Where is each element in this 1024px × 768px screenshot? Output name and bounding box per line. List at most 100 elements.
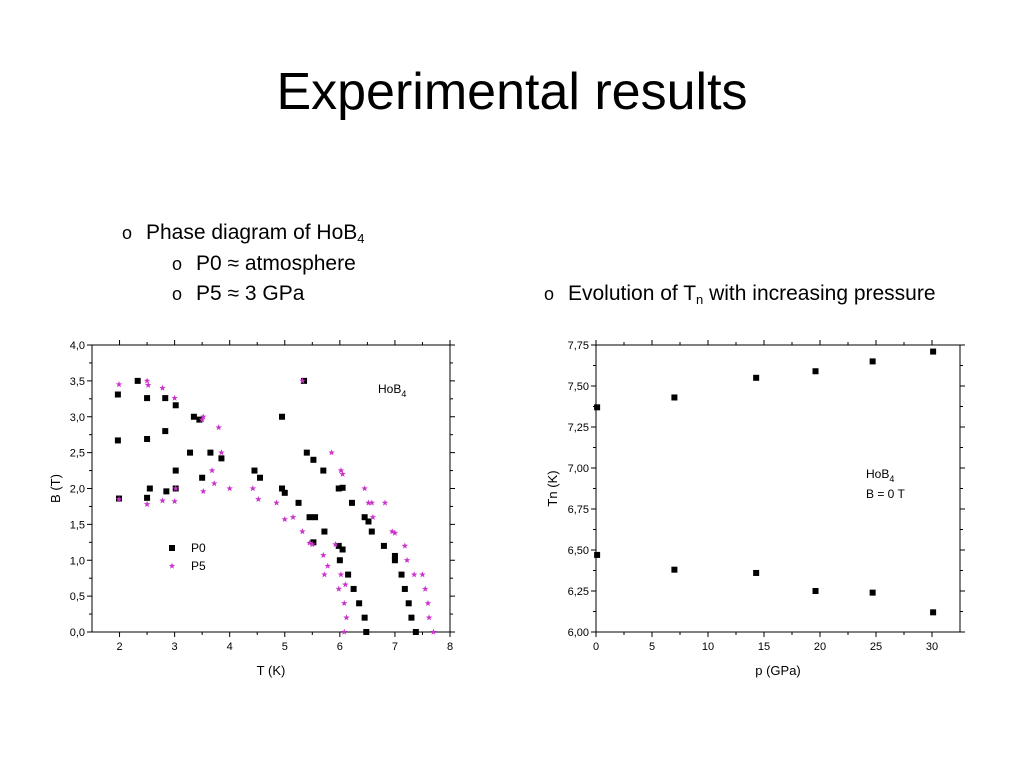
data-point (143, 377, 151, 384)
data-point (190, 413, 197, 420)
data-point (144, 494, 151, 501)
y-axis-label: B (T) (48, 474, 63, 503)
data-point (198, 416, 206, 423)
data-point (249, 485, 257, 492)
data-point (332, 541, 339, 548)
data-point (215, 424, 222, 431)
y-tick-label: 7,25 (568, 422, 589, 434)
data-point (172, 402, 179, 409)
data-point (365, 499, 372, 506)
data-point (255, 495, 262, 503)
data-point (753, 569, 760, 576)
data-point (163, 488, 170, 495)
y-tick-label: 4,0 (70, 340, 85, 352)
data-point (930, 609, 937, 616)
data-point (273, 499, 280, 506)
series-upper (594, 348, 937, 411)
data-point (391, 529, 399, 536)
data-point (350, 585, 357, 592)
data-point (134, 377, 141, 384)
y-tick-label: 1,0 (70, 555, 85, 567)
data-point (398, 571, 405, 578)
y-tick-label: 0,0 (70, 627, 85, 639)
data-point (356, 600, 363, 607)
data-point (403, 556, 411, 563)
data-point (310, 456, 317, 463)
data-point (337, 571, 345, 578)
x-tick-label: 4 (227, 641, 233, 653)
bullet-p5-text: P5 ≈ 3 GPa (196, 282, 305, 305)
data-point (342, 581, 349, 588)
y-tick-label: 0,5 (70, 591, 85, 603)
data-point (207, 449, 214, 456)
y-tick-label: 6,75 (568, 504, 589, 516)
data-point (211, 480, 218, 487)
data-point (812, 588, 819, 594)
data-point (339, 470, 346, 477)
x-tick-label: 15 (758, 641, 770, 653)
bullet-phase-diagram: o Phase diagram of HoB4 (122, 221, 365, 245)
data-point (341, 599, 348, 607)
series-p0 (114, 377, 419, 635)
data-point (368, 499, 376, 506)
bullet-evolution-text-after: with increasing pressure (703, 282, 936, 305)
data-point (335, 485, 342, 492)
y-tick-label: 7,75 (568, 340, 589, 352)
data-point (146, 485, 153, 492)
data-point (218, 449, 225, 456)
data-point (425, 614, 433, 621)
data-point (162, 395, 169, 402)
annotation-text: HoB (866, 467, 889, 481)
x-tick-label: 0 (593, 641, 599, 653)
data-point (594, 404, 601, 411)
tn-pressure-chart: 0 5 10 15 20 25 30 6,00 6,25 6,50 6,75 7,00 7,25 7,50… (545, 340, 965, 678)
plot-frame (595, 344, 961, 633)
data-point (812, 368, 819, 375)
y-tick-label: 7,50 (568, 381, 589, 393)
x-axis-label: p (GPa) (755, 663, 801, 678)
data-point (321, 528, 328, 535)
data-point (279, 485, 286, 492)
data-point (671, 566, 678, 573)
data-point (187, 449, 194, 456)
data-point (162, 428, 169, 435)
legend-marker (169, 545, 175, 551)
data-point (309, 541, 316, 548)
chart-annotation: HoB4 (866, 467, 894, 484)
legend-label: P0 (191, 541, 206, 555)
data-point (671, 394, 678, 401)
data-point (930, 348, 937, 355)
data-point (361, 614, 368, 621)
x-tick-label: 25 (870, 641, 882, 653)
annotation-line2: B = 0 T (866, 487, 905, 501)
data-point (401, 542, 409, 549)
x-tick-label: 5 (649, 641, 655, 653)
data-point (405, 600, 412, 607)
data-point (343, 614, 350, 621)
data-point (401, 585, 408, 592)
legend-marker (168, 562, 176, 569)
data-point (199, 474, 206, 481)
data-point (295, 499, 302, 506)
data-point (306, 514, 313, 521)
data-point (341, 628, 348, 635)
annotation-text: HoB (378, 382, 401, 396)
data-point (279, 413, 286, 420)
data-point (115, 495, 123, 503)
data-point (320, 551, 327, 558)
x-tick-label: 10 (702, 641, 714, 653)
data-point (289, 513, 297, 520)
data-point (115, 381, 123, 388)
data-point (256, 474, 263, 481)
data-point (336, 557, 343, 564)
data-point (144, 395, 151, 402)
data-point (594, 551, 601, 558)
data-point (114, 437, 121, 444)
y-axis-label: Tn (K) (545, 470, 560, 506)
data-point (171, 394, 178, 401)
data-point (391, 552, 398, 559)
data-point (159, 497, 166, 504)
y-tick-label: 3,5 (70, 376, 85, 388)
data-point (365, 518, 372, 525)
